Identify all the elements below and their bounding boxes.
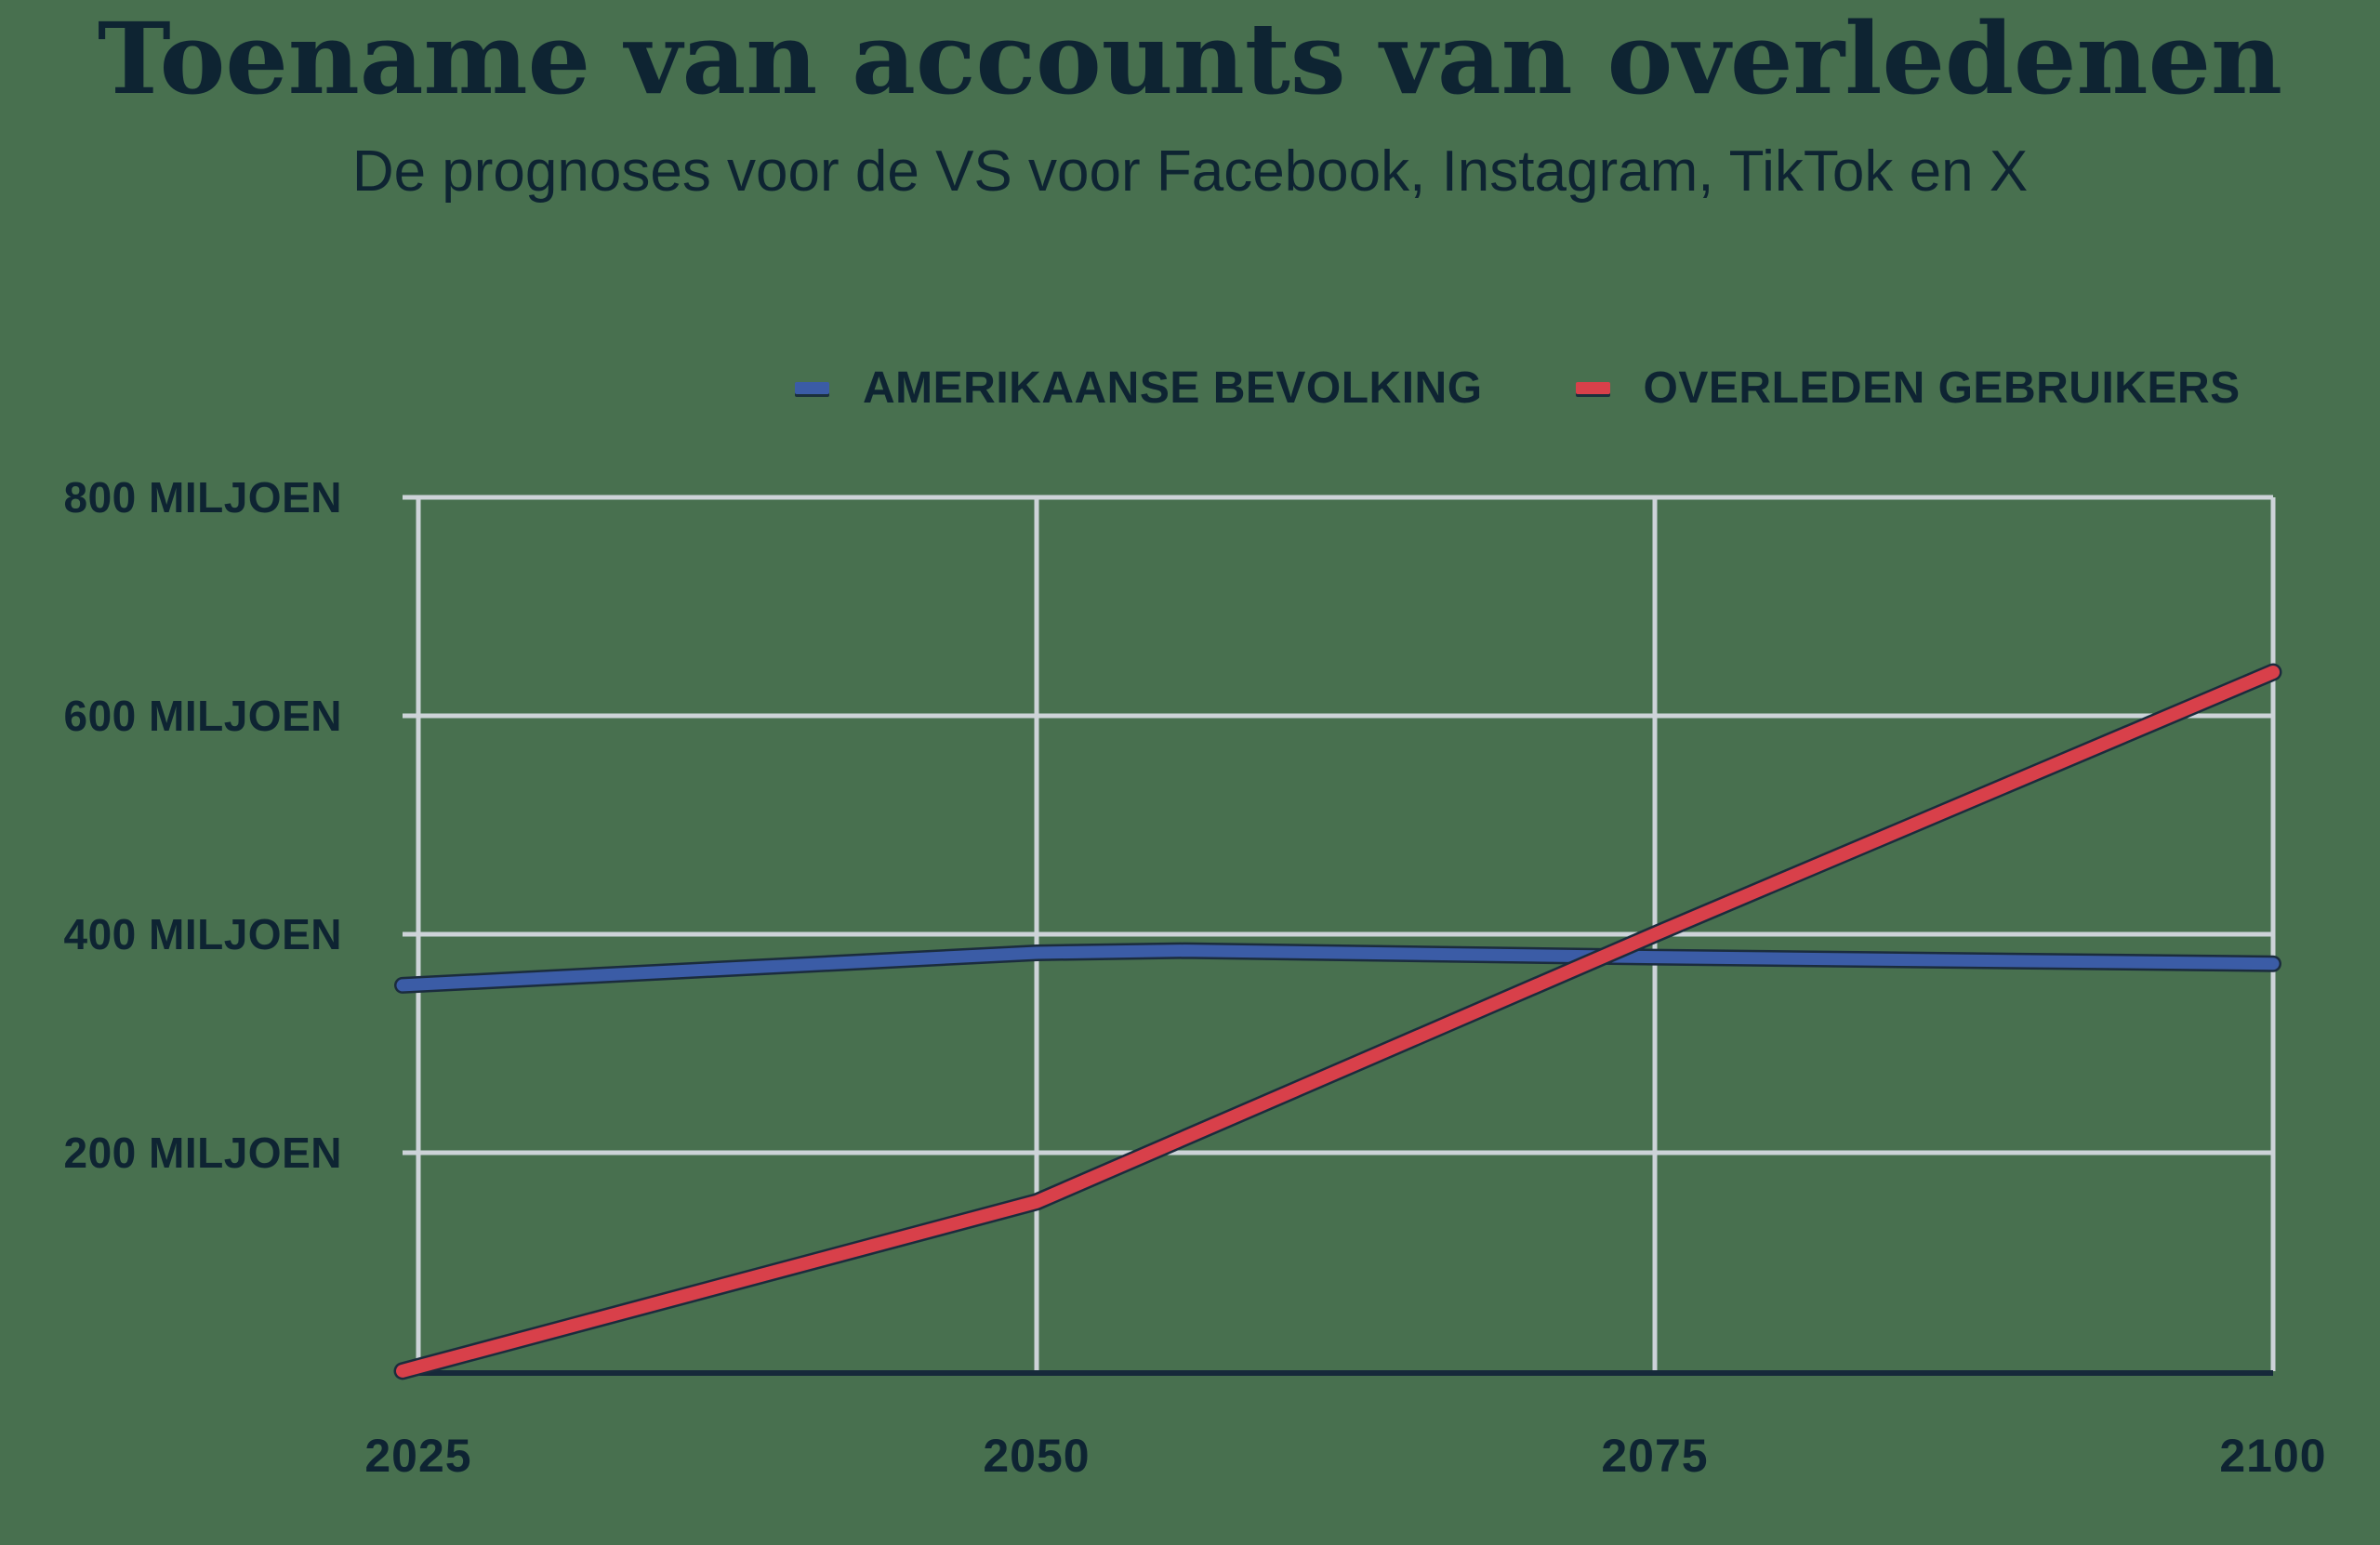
- page-subtitle: De prognoses voor de VS voor Facebook, I…: [351, 139, 2029, 204]
- y-axis-label-200: 200 MILJOEN: [63, 1129, 342, 1177]
- legend-item-bevolking: AMERIKAANSE BEVOLKING: [795, 363, 1483, 414]
- legend-marker-bevolking-icon: [795, 382, 829, 394]
- series-line-bevolking: [396, 944, 2280, 992]
- series-line-overleden: [396, 666, 2280, 1378]
- legend-marker-overleden-icon: [1575, 382, 1610, 394]
- x-axis-label-2025: 2025: [364, 1430, 472, 1482]
- series-line-outline-overleden: [393, 663, 2282, 1380]
- y-axis-label-600: 600 MILJOEN: [63, 692, 342, 740]
- legend-item-overleden: OVERLEDEN GEBRUIKERS: [1575, 363, 2241, 414]
- y-axis-label-800: 800 MILJOEN: [63, 473, 342, 522]
- legend-label-bevolking: AMERIKAANSE BEVOLKING: [863, 363, 1483, 413]
- x-axis-label-2075: 2075: [1601, 1430, 1709, 1482]
- x-axis-label-2100: 2100: [2219, 1430, 2327, 1482]
- chart-legend: AMERIKAANSE BEVOLKING OVERLEDEN GEBRUIKE…: [795, 363, 2241, 414]
- y-axis-label-400: 400 MILJOEN: [63, 910, 342, 958]
- x-axis-label-2050: 2050: [983, 1430, 1091, 1482]
- legend-label-overleden: OVERLEDEN GEBRUIKERS: [1643, 363, 2241, 413]
- page-title: Toename van accounts van overledenen: [97, 0, 2283, 116]
